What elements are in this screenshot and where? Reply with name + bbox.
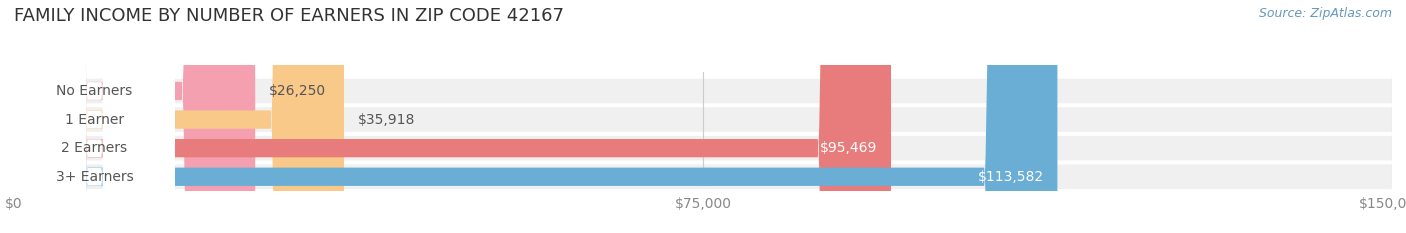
FancyBboxPatch shape	[14, 0, 174, 233]
Text: 1 Earner: 1 Earner	[65, 113, 124, 127]
Text: $95,469: $95,469	[820, 141, 877, 155]
FancyBboxPatch shape	[14, 164, 1392, 189]
Text: 2 Earners: 2 Earners	[62, 141, 128, 155]
FancyBboxPatch shape	[14, 0, 174, 233]
FancyBboxPatch shape	[14, 0, 344, 233]
FancyBboxPatch shape	[14, 79, 1392, 103]
FancyBboxPatch shape	[14, 0, 891, 233]
FancyBboxPatch shape	[14, 107, 1392, 132]
Text: No Earners: No Earners	[56, 84, 132, 98]
Text: FAMILY INCOME BY NUMBER OF EARNERS IN ZIP CODE 42167: FAMILY INCOME BY NUMBER OF EARNERS IN ZI…	[14, 7, 564, 25]
Text: $26,250: $26,250	[269, 84, 326, 98]
Text: Source: ZipAtlas.com: Source: ZipAtlas.com	[1258, 7, 1392, 20]
FancyBboxPatch shape	[14, 0, 1057, 233]
FancyBboxPatch shape	[14, 0, 174, 233]
FancyBboxPatch shape	[14, 0, 174, 233]
FancyBboxPatch shape	[14, 0, 256, 233]
FancyBboxPatch shape	[14, 136, 1392, 161]
Text: $35,918: $35,918	[357, 113, 415, 127]
Text: 3+ Earners: 3+ Earners	[56, 170, 134, 184]
Text: $113,582: $113,582	[977, 170, 1043, 184]
